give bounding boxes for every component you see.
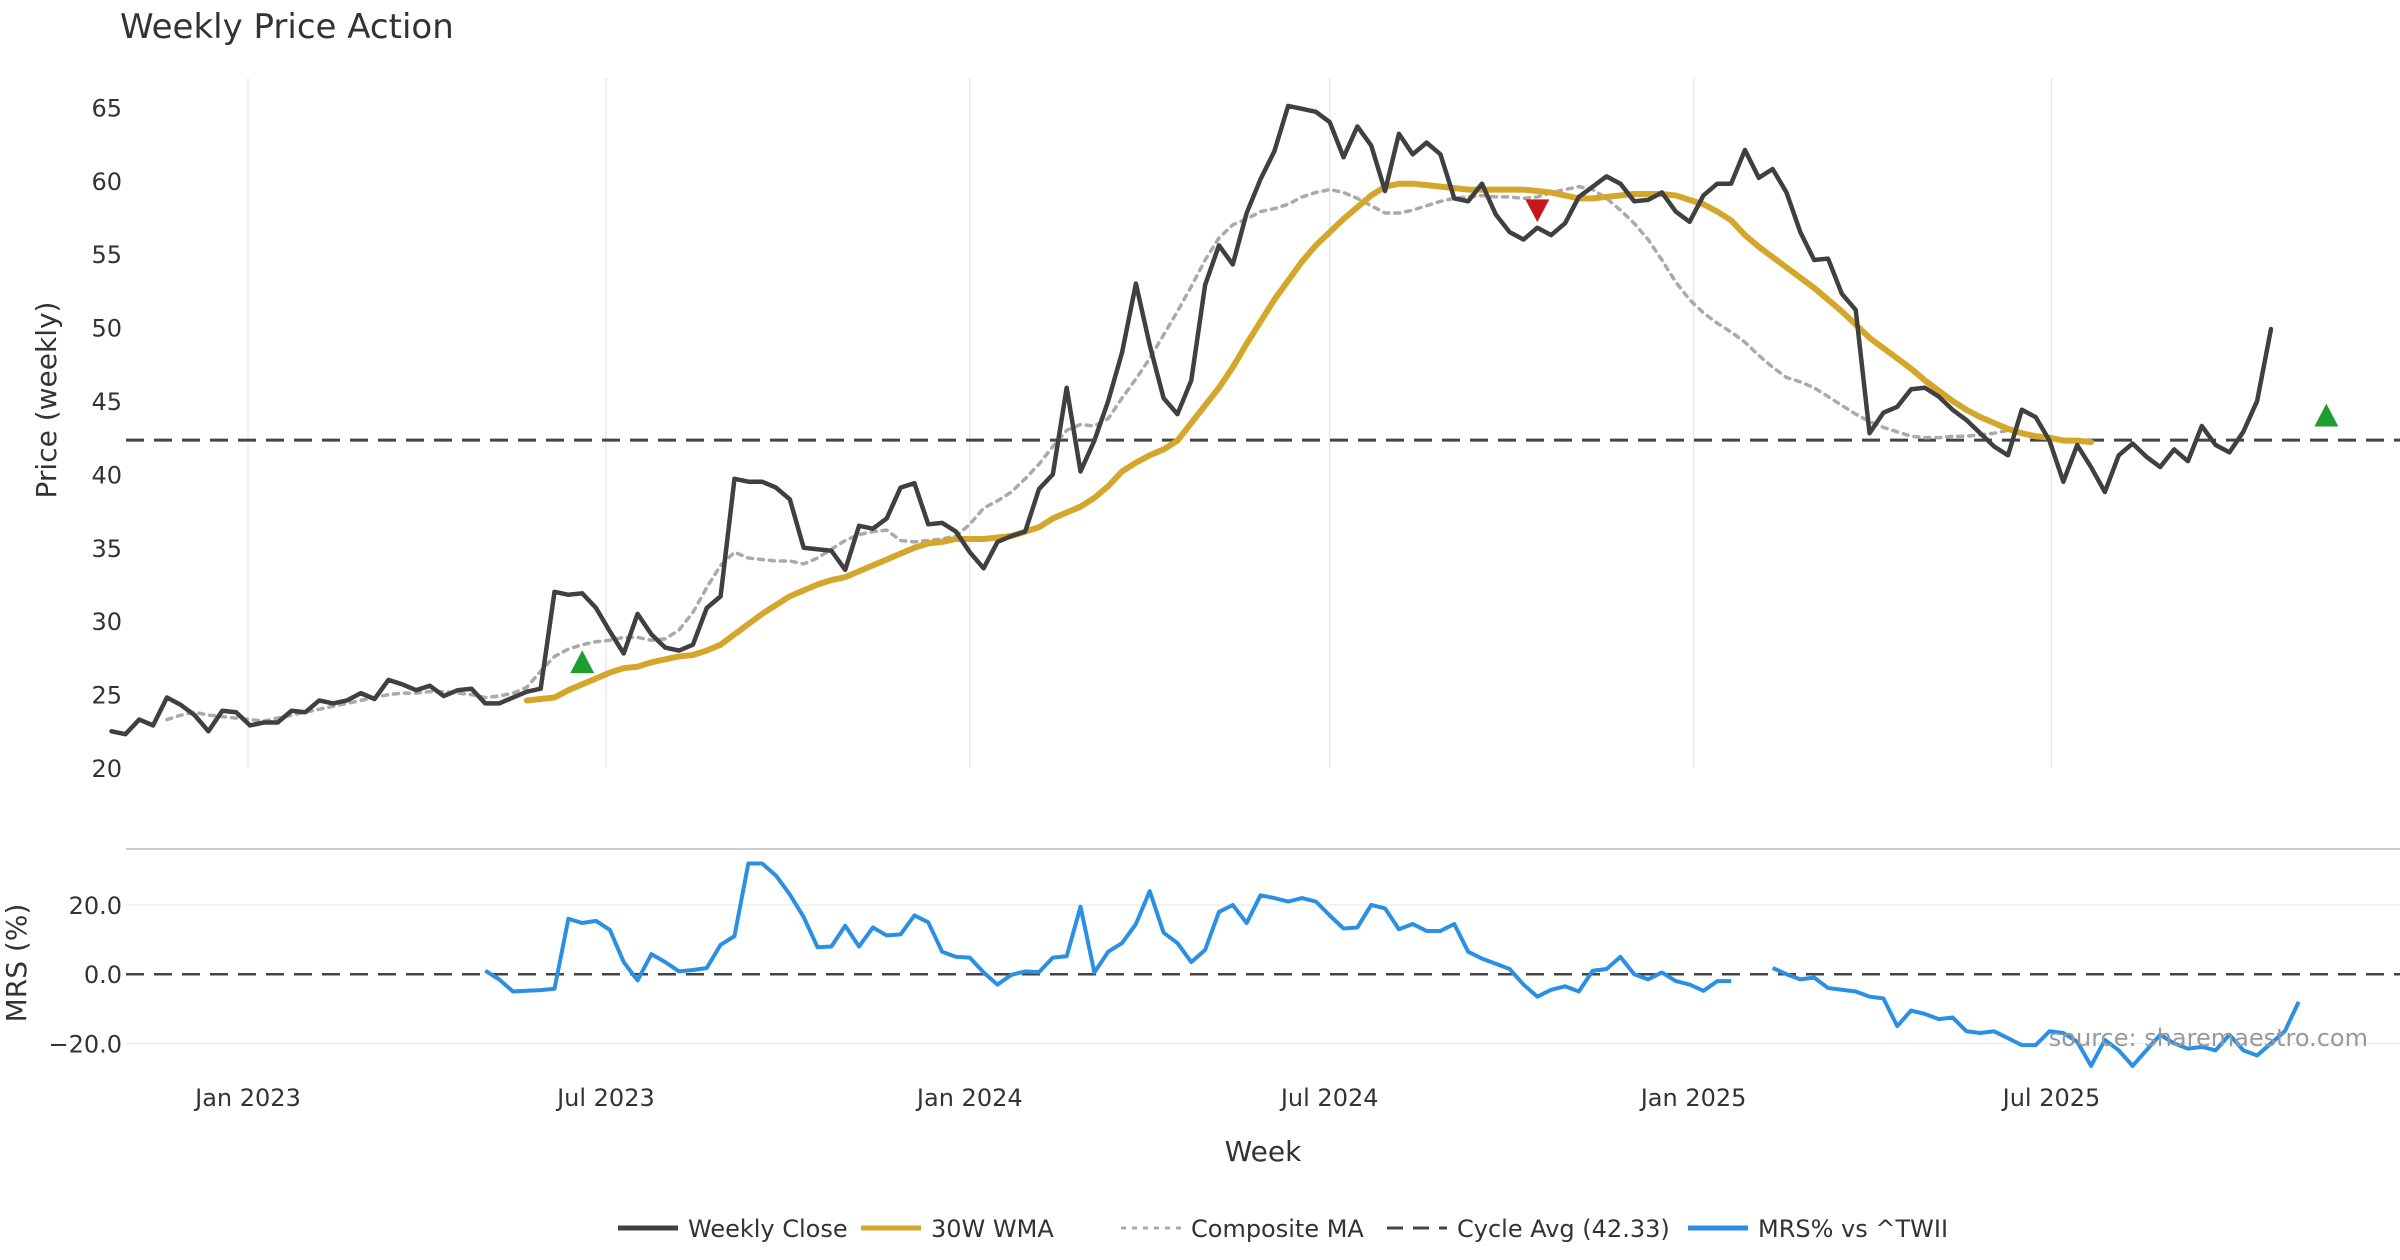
mrs-y-ticks: −20.0 0.0 20.0 xyxy=(48,892,122,1058)
grid xyxy=(126,78,2400,1045)
mrs-y-tick-0: −20.0 xyxy=(48,1030,122,1058)
series-composite-ma xyxy=(165,184,2010,723)
price-y-tick-0: 20 xyxy=(91,755,122,783)
price-y-axis-label: Price (weekly) xyxy=(30,302,63,499)
price-y-tick-8: 60 xyxy=(91,168,122,196)
x-tick-3: Jul 2024 xyxy=(1279,1084,1379,1112)
price-series xyxy=(109,103,2274,737)
x-axis-label: Week xyxy=(1225,1135,1302,1168)
price-y-tick-7: 55 xyxy=(91,241,122,269)
reference-lines xyxy=(126,438,2400,976)
legend-label-2: Composite MA xyxy=(1191,1215,1364,1243)
signal-marker-2 xyxy=(2314,403,2339,427)
legend-label-1: 30W WMA xyxy=(931,1215,1054,1243)
x-tick-5: Jul 2025 xyxy=(2001,1084,2101,1112)
chart-title: Weekly Price Action xyxy=(120,7,454,47)
x-tick-4: Jan 2025 xyxy=(1639,1084,1747,1112)
price-y-ticks: 20 25 30 35 40 45 50 55 60 65 xyxy=(91,94,122,783)
price-y-tick-1: 25 xyxy=(91,682,122,710)
price-y-tick-2: 30 xyxy=(91,608,122,636)
mrs-series xyxy=(484,861,2301,1068)
series-mrs-vs-twii xyxy=(484,861,2301,1068)
price-y-tick-9: 65 xyxy=(91,94,122,122)
mrs-y-tick-2: 20.0 xyxy=(69,892,122,920)
signal-marker-1 xyxy=(1525,199,1550,223)
price-y-tick-5: 45 xyxy=(91,388,122,416)
source-label: source: sharemaestro.com xyxy=(2049,1024,2368,1052)
legend-label-3: Cycle Avg (42.33) xyxy=(1457,1215,1670,1243)
series-weekly-close xyxy=(109,103,2274,737)
signal-marker-0 xyxy=(570,650,595,674)
legend-label-4: MRS% vs ^TWII xyxy=(1758,1215,1948,1243)
price-y-tick-4: 40 xyxy=(91,461,122,489)
legend-label-0: Weekly Close xyxy=(688,1215,848,1243)
price-y-tick-6: 50 xyxy=(91,315,122,343)
x-ticks: Jan 2023 Jul 2023 Jan 2024 Jul 2024 Jan 2025… xyxy=(193,1084,2100,1112)
x-tick-1: Jul 2023 xyxy=(555,1084,655,1112)
series-30w-wma xyxy=(523,180,2095,704)
x-tick-2: Jan 2024 xyxy=(915,1084,1023,1112)
legend: Weekly Close 30W WMA Composite MA Cycle Avg… xyxy=(618,1215,1948,1243)
mrs-y-axis-label: MRS (%) xyxy=(0,904,33,1023)
price-y-tick-3: 35 xyxy=(91,535,122,563)
mrs-y-tick-1: 0.0 xyxy=(84,961,122,989)
signal-markers xyxy=(570,199,2339,674)
x-tick-0: Jan 2023 xyxy=(193,1084,301,1112)
